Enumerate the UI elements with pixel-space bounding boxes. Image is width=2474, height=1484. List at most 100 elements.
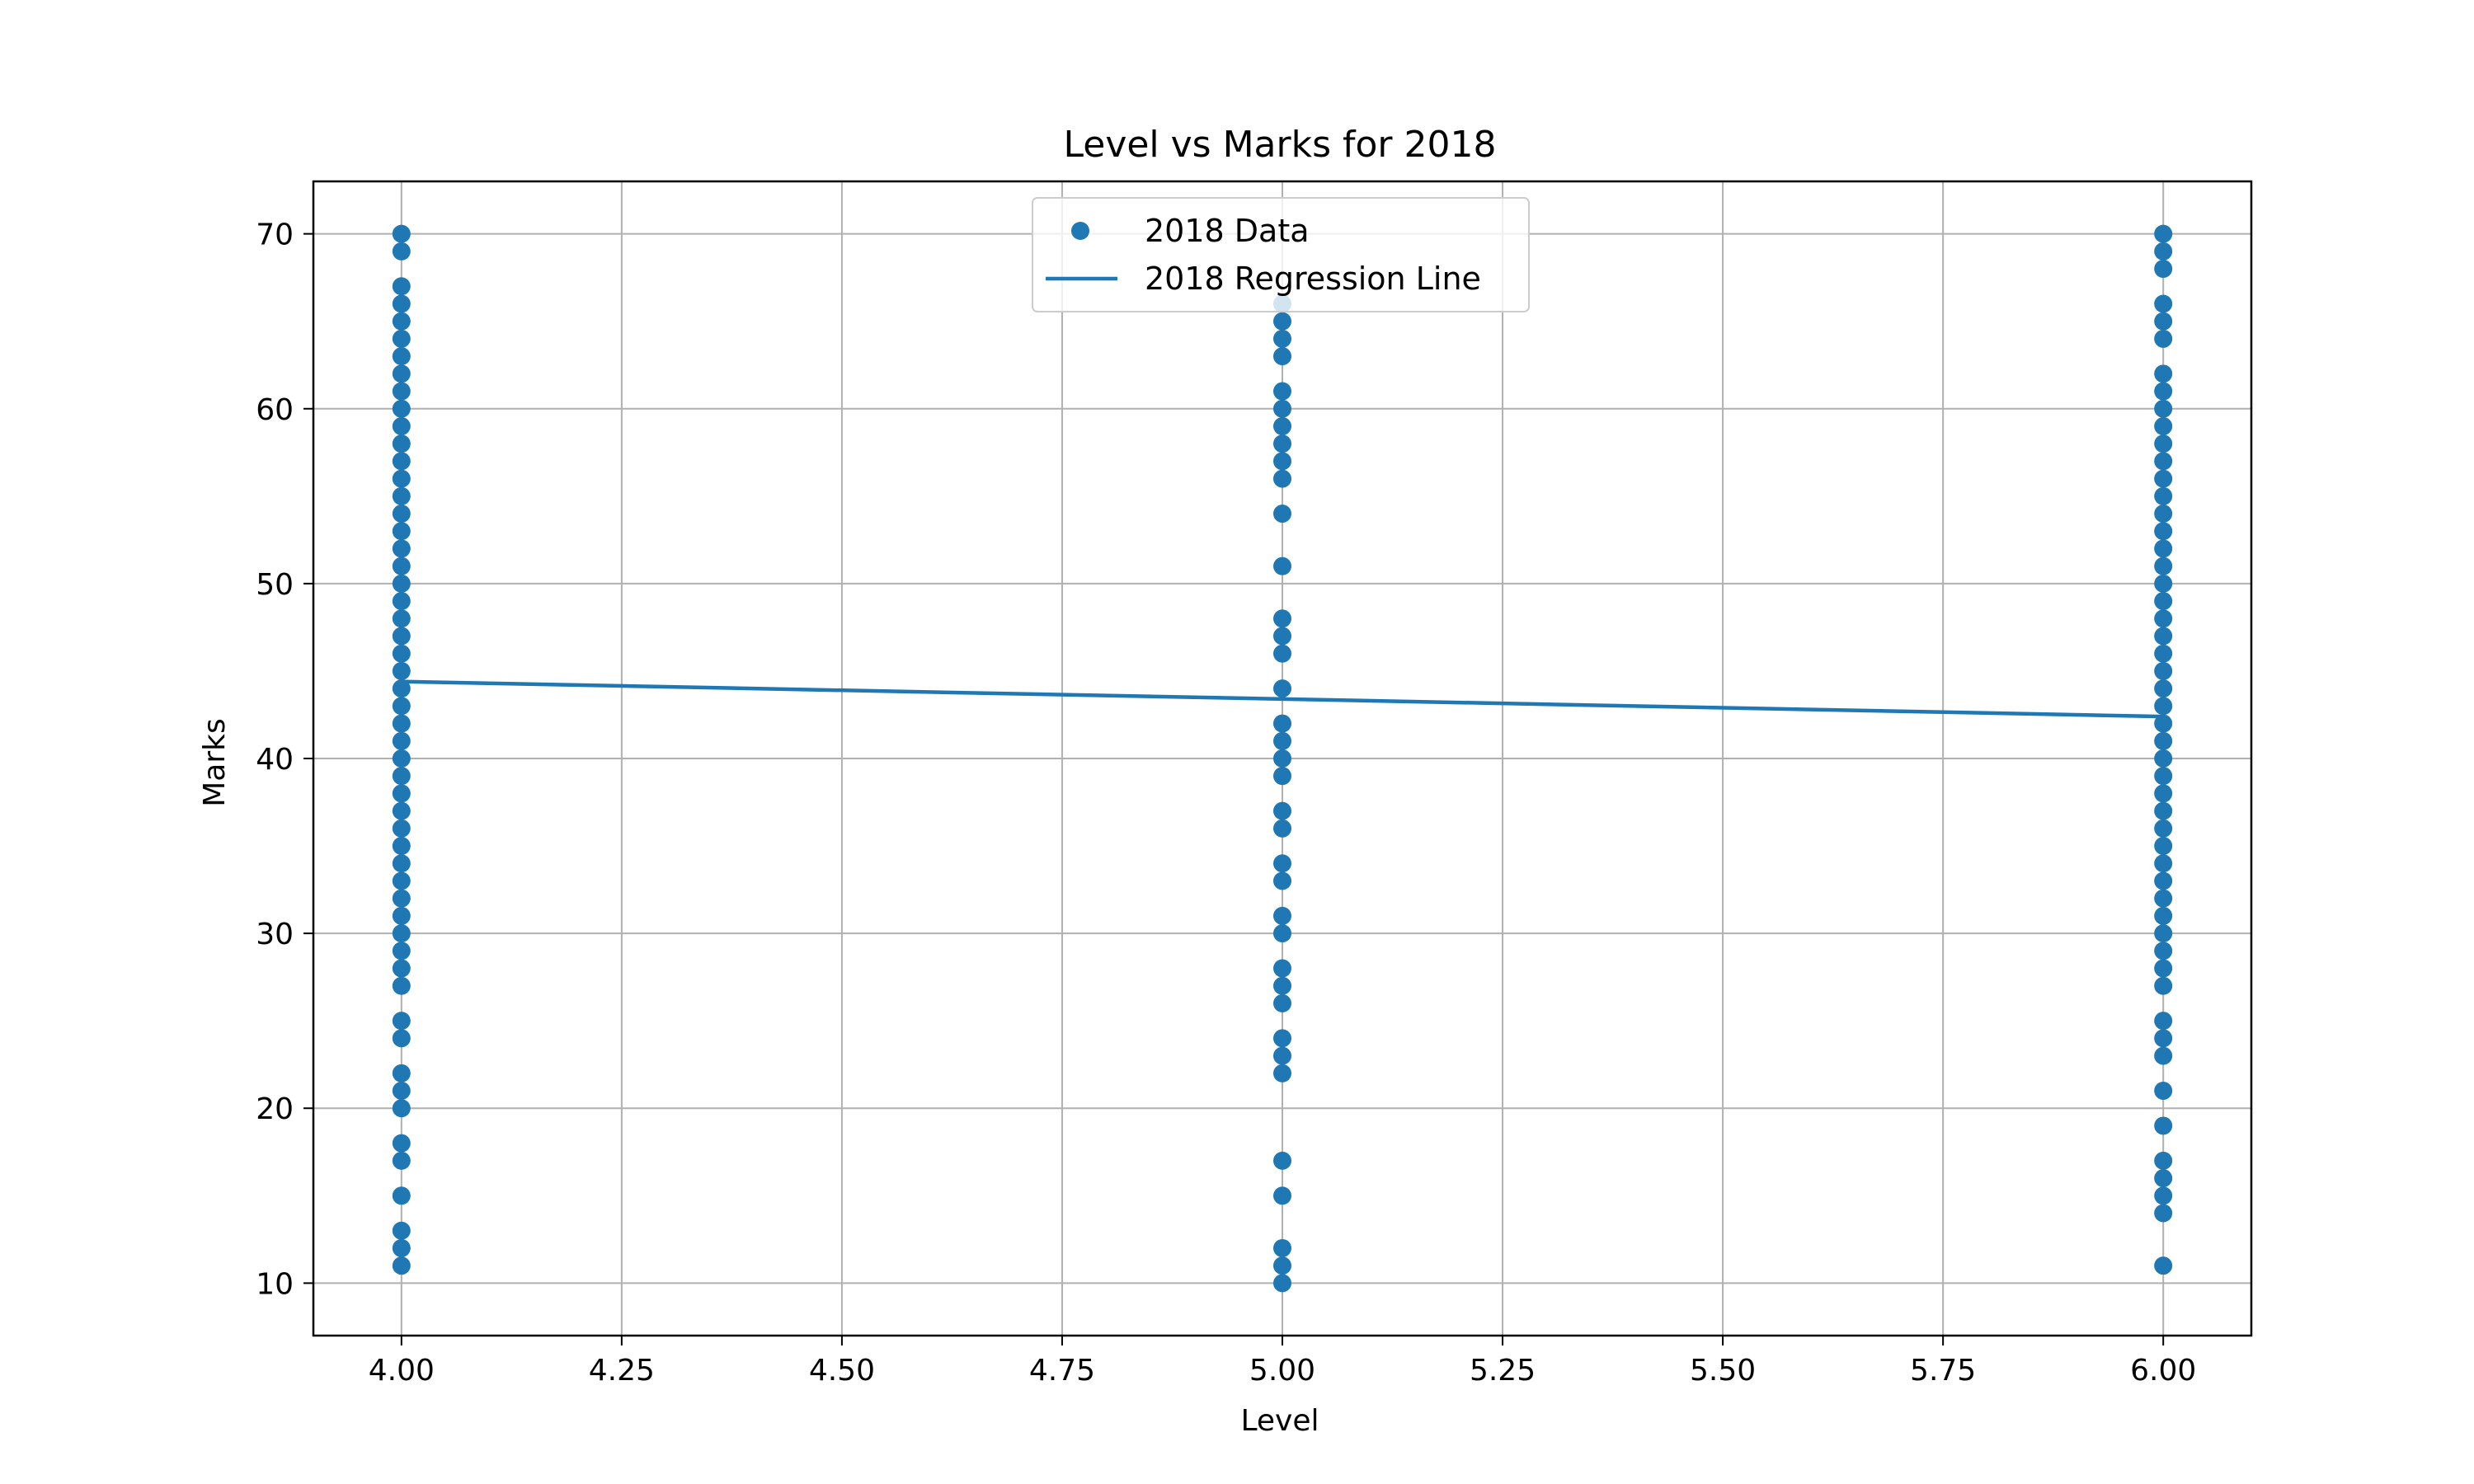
data-point (2154, 224, 2173, 243)
data-point (392, 854, 411, 873)
data-point (1273, 452, 1291, 471)
data-point (392, 347, 411, 366)
legend-box (1032, 197, 1530, 312)
data-point (392, 644, 411, 663)
data-point (392, 1256, 411, 1275)
data-point (392, 486, 411, 505)
data-point (2154, 329, 2173, 348)
data-point (2154, 837, 2173, 856)
data-point (1273, 627, 1291, 646)
data-point (2154, 382, 2173, 401)
data-point (1273, 749, 1291, 768)
data-point (1273, 924, 1291, 943)
data-point (1273, 1046, 1291, 1065)
data-point (392, 505, 411, 524)
data-point (2154, 1082, 2173, 1101)
data-point (1273, 871, 1291, 890)
data-point (2154, 574, 2173, 593)
data-point (392, 277, 411, 296)
data-point (2154, 416, 2173, 435)
data-point (392, 242, 411, 261)
data-point (1273, 854, 1291, 873)
data-point (2154, 294, 2173, 313)
data-points (392, 224, 2173, 1293)
data-point (2154, 661, 2173, 680)
data-point (392, 871, 411, 890)
x-tick-label: 4.00 (369, 1354, 435, 1388)
data-point (2154, 1046, 2173, 1065)
y-tick-label: 70 (256, 218, 294, 252)
data-point (2154, 242, 2173, 261)
data-point (392, 749, 411, 768)
x-tick-label: 4.50 (809, 1354, 875, 1388)
data-point (392, 1134, 411, 1153)
data-point (2154, 1186, 2173, 1205)
x-tick-label: 5.75 (1910, 1354, 1976, 1388)
data-point (1273, 469, 1291, 488)
data-point (2154, 260, 2173, 279)
regression-layer (401, 679, 2164, 719)
data-point (2154, 399, 2173, 418)
data-point (1273, 767, 1291, 786)
data-point (392, 837, 411, 856)
data-point (392, 399, 411, 418)
data-point (1273, 1029, 1291, 1048)
data-point (1273, 1274, 1291, 1293)
data-point (392, 1082, 411, 1101)
data-point (1273, 906, 1291, 925)
data-point (2154, 784, 2173, 803)
data-point (1273, 329, 1291, 348)
data-point (392, 627, 411, 646)
data-point (392, 1151, 411, 1170)
data-point (2154, 1169, 2173, 1188)
data-point (392, 942, 411, 960)
legend-marker-scatter (1071, 222, 1089, 240)
x-axis-label: Level (1240, 1404, 1319, 1438)
data-point (392, 434, 411, 453)
data-point (1273, 434, 1291, 453)
data-point (392, 556, 411, 575)
data-point (1273, 714, 1291, 733)
x-axis-ticks: 4.00 4.25 4.50 4.75 5.00 5.25 5.50 5.75 6.00 (369, 1336, 2196, 1388)
data-point (392, 697, 411, 716)
data-point (2154, 469, 2173, 488)
data-point (392, 889, 411, 908)
x-tick-label: 5.00 (1249, 1354, 1315, 1388)
data-point (2154, 976, 2173, 995)
data-point (2154, 434, 2173, 453)
data-point (2154, 1116, 2173, 1135)
y-tick-label: 50 (256, 568, 294, 602)
data-point (2154, 767, 2173, 786)
data-point (2154, 942, 2173, 960)
data-point (2154, 697, 2173, 716)
data-point (2154, 1151, 2173, 1170)
y-tick-label: 40 (256, 743, 294, 777)
y-tick-label: 10 (256, 1267, 294, 1301)
data-point (2154, 505, 2173, 524)
data-point (1273, 644, 1291, 663)
data-point (2154, 1204, 2173, 1223)
y-tick-label: 30 (256, 918, 294, 951)
legend-label-regression: 2018 Regression Line (1145, 261, 1481, 297)
data-point (392, 801, 411, 820)
data-point (392, 329, 411, 348)
data-point (392, 784, 411, 803)
data-point (1273, 1186, 1291, 1205)
data-point (392, 592, 411, 611)
data-point (392, 1029, 411, 1048)
data-point (2154, 1256, 2173, 1275)
data-point (392, 731, 411, 750)
data-point (1273, 819, 1291, 838)
data-point (392, 224, 411, 243)
data-point (392, 1064, 411, 1082)
data-point (2154, 609, 2173, 628)
data-point (1273, 1238, 1291, 1257)
legend: 2018 Data 2018 Regression Line (1032, 197, 1530, 312)
x-tick-label: 4.25 (589, 1354, 655, 1388)
data-point (392, 714, 411, 733)
x-tick-label: 4.75 (1029, 1354, 1095, 1388)
data-point (392, 574, 411, 593)
data-point (2154, 854, 2173, 873)
data-point (392, 522, 411, 541)
